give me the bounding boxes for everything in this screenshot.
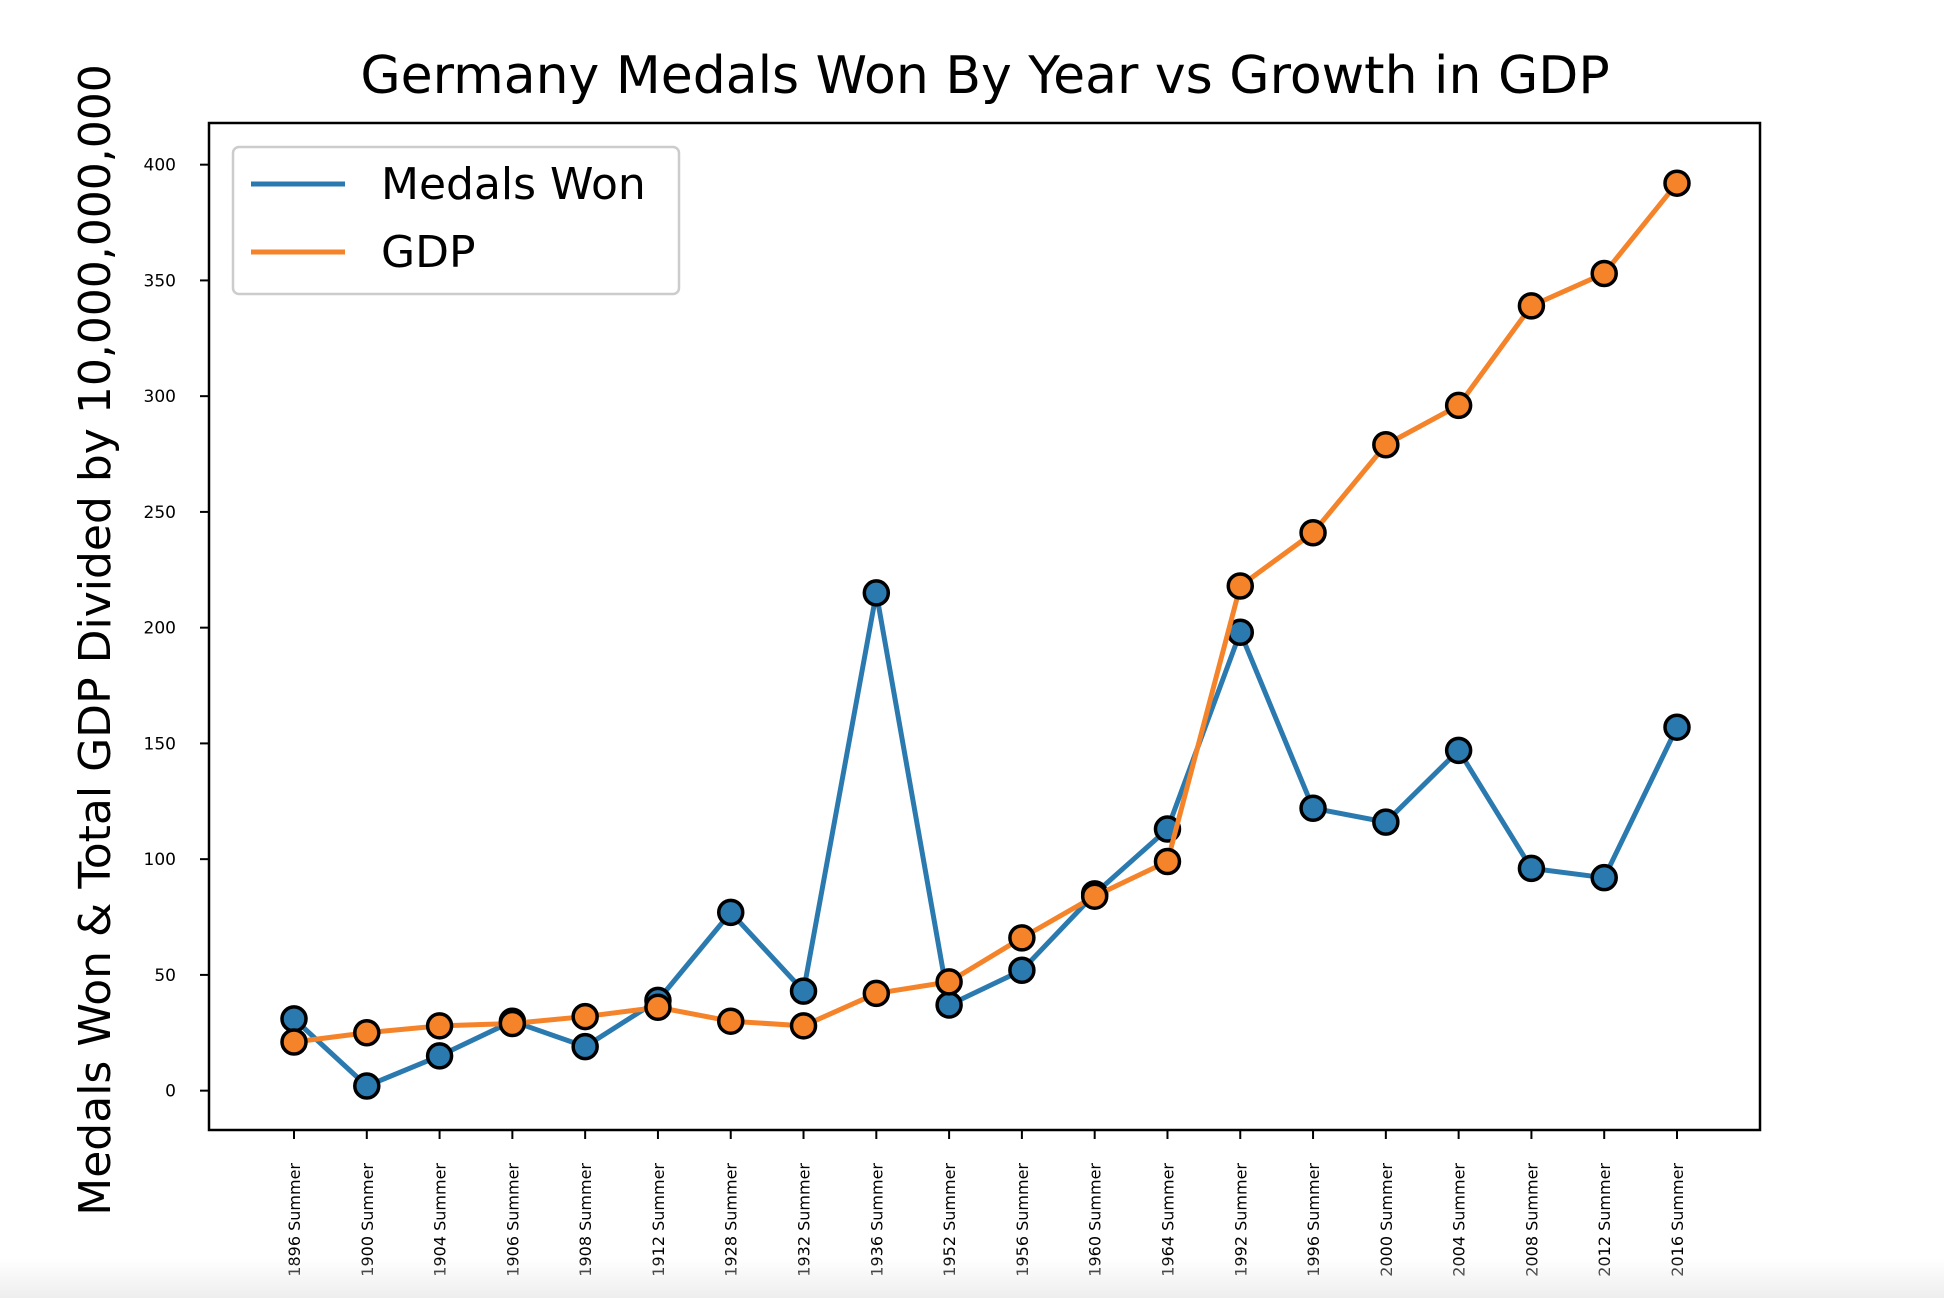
gdp-point [789,1012,818,1040]
y-tick-label: 0 [165,1082,176,1102]
x-tick-label: 1900 Summer [358,1163,377,1277]
gdp-point [935,968,963,996]
series-layer [280,169,1691,1100]
x-tick-label: 1928 Summer [722,1163,741,1277]
gdp-point [1372,431,1400,459]
medals-won-point [935,991,963,1019]
gdp-point [1299,518,1327,547]
y-tick-label: 50 [154,966,176,986]
gdp-line [291,180,1680,1045]
y-tick-label: 300 [144,387,176,407]
x-tick-label: 1952 Summer [940,1163,959,1277]
y-tick-label: 400 [144,156,176,176]
gdp-point [1590,259,1618,288]
y-axis-label: Medals Won & Total GDP Divided by 10,000… [70,64,121,1215]
legend-medals-label: Medals Won [381,159,646,210]
medals-won-point [1008,956,1036,985]
legend-gdp-label: GDP [381,227,476,278]
y-tick-label: 200 [144,619,176,639]
medals-won-point [1299,794,1327,822]
gdp-point [1153,847,1182,876]
medals-won-point [571,1032,599,1061]
x-tick-label: 2004 Summer [1450,1163,1469,1277]
y-tick-label: 250 [144,503,176,523]
medals-won-point [280,1005,308,1033]
gdp-point [353,1019,381,1047]
y-tick-label: 350 [144,271,176,291]
y-tick-label: 150 [144,734,176,754]
x-axis-ticks: 1896 Summer 1900 Summer 1904 Summer 1906 Su… [285,1130,1687,1277]
gdp-point [1517,292,1546,320]
chart-title: Germany Medals Won By Year vs Growth in … [360,46,1609,106]
medals-won-point [716,898,745,927]
y-axis-ticks: 0 50 100 150 200 250 300 350 400 [144,156,209,1102]
x-tick-label: 2000 Summer [1377,1163,1396,1277]
gdp-point [571,1002,599,1031]
medals-won-point [1663,713,1691,741]
gdp-point [644,993,672,1022]
gdp-point [280,1028,308,1056]
medals-won-line [291,590,1680,1089]
x-tick-label: 1964 Summer [1158,1163,1177,1277]
bottom-fade [0,1258,1944,1298]
plot-frame [207,121,1762,1132]
x-tick-label: 1896 Summer [285,1163,304,1277]
x-tick-label: 1906 Summer [503,1163,522,1277]
x-tick-label: 2012 Summer [1595,1163,1614,1277]
x-tick-label: 1932 Summer [795,1163,814,1277]
x-tick-label: 1992 Summer [1231,1163,1250,1277]
x-tick-label: 2008 Summer [1522,1163,1541,1277]
gdp-point [425,1012,454,1040]
gdp-point [1663,169,1691,197]
gdp-point [716,1007,745,1035]
x-tick-label: 1936 Summer [867,1163,886,1277]
gdp-point [862,979,891,1008]
medals-won-point [1444,736,1473,765]
medals-won-point [1590,863,1618,892]
x-tick-label: 1960 Summer [1086,1163,1105,1277]
medals-won-point [862,579,891,607]
x-tick-label: 1996 Summer [1304,1163,1323,1277]
medals-won-point [1372,808,1400,836]
y-tick-label: 100 [144,850,176,870]
legend: Medals Won GDP [231,145,681,296]
x-tick-label: 1904 Summer [431,1163,450,1277]
gdp-point [1444,391,1473,420]
medals-won-point [425,1042,454,1070]
x-tick-label: 1908 Summer [576,1163,595,1277]
gdp-point [498,1009,527,1038]
gdp-point [1226,572,1255,600]
medals-won-point [1517,854,1546,883]
x-tick-label: 2016 Summer [1668,1163,1687,1277]
gdp-point [1080,882,1109,910]
x-tick-label: 1956 Summer [1013,1163,1032,1277]
medals-won-point [789,977,818,1005]
medals-won-point [353,1072,381,1100]
x-tick-label: 1912 Summer [649,1163,668,1277]
gdp-point [1008,924,1036,952]
